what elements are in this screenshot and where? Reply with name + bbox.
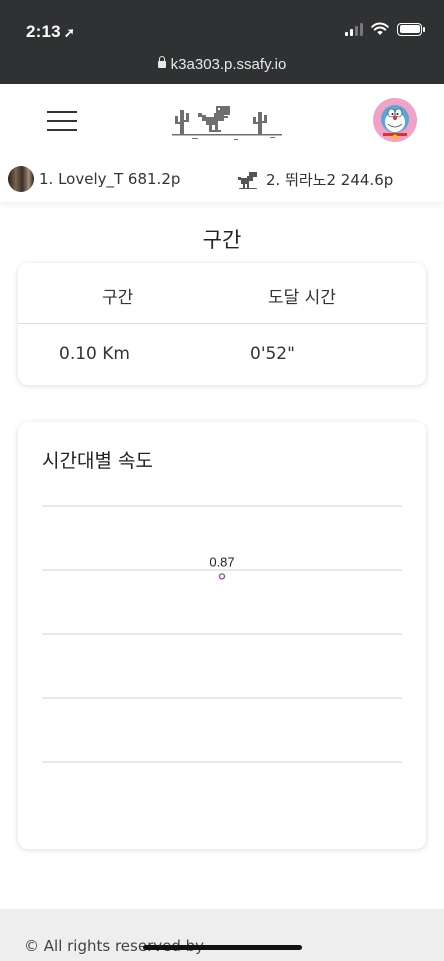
- lock-icon: [157, 56, 166, 68]
- rank-item-2[interactable]: 2. 뛰라노2 244.6p: [235, 166, 393, 192]
- location-arrow-icon: ➚: [63, 25, 75, 40]
- chart-title: 시간대별 속도: [42, 450, 153, 472]
- signal-icon: [345, 22, 363, 36]
- footer-copyright: © All rights reserved by: [24, 937, 205, 955]
- dino-cactus-logo[interactable]: [172, 100, 282, 144]
- chart-data-label: 0.87: [209, 554, 234, 569]
- footer: © All rights reserved by: [0, 909, 444, 961]
- battery-icon: [397, 22, 425, 36]
- split-table-card: 구간 도달 시간 0.10 Km 0'52": [18, 263, 426, 385]
- hamburger-icon[interactable]: [47, 111, 77, 131]
- split-distance-value: 0.10 Km: [59, 344, 130, 364]
- status-icons: [345, 22, 425, 36]
- url-text: k3a303.p.ssafy.io: [170, 56, 287, 73]
- clock-text: 2:13: [26, 22, 61, 41]
- avatar[interactable]: [373, 98, 417, 142]
- ranking-bar: 1. Lovely_T 681.2p 2. 뛰라노2 244.6p: [0, 166, 444, 194]
- rank-1-avatar: [8, 166, 34, 192]
- url-bar[interactable]: k3a303.p.ssafy.io: [0, 56, 444, 84]
- split-table-header: 구간 도달 시간: [18, 263, 426, 324]
- rank-item-1[interactable]: 1. Lovely_T 681.2p: [8, 166, 180, 192]
- app-header: 1. Lovely_T 681.2p 2. 뛰라노2 244.6p: [0, 84, 444, 202]
- rank-2-label: 2. 뛰라노2 244.6p: [266, 170, 394, 189]
- split-section-title: 구간: [202, 228, 242, 252]
- split-time-value: 0'52": [250, 344, 295, 364]
- speed-line-chart: 0.87: [42, 505, 402, 763]
- speed-chart-card: 시간대별 속도 0.87: [18, 422, 426, 849]
- column-header-time: 도달 시간: [268, 288, 336, 308]
- wifi-icon: [371, 22, 389, 35]
- chart-data-point[interactable]: [218, 573, 226, 580]
- status-bar: 2:13 ➚: [0, 0, 444, 56]
- column-header-distance: 구간: [102, 288, 134, 308]
- home-indicator[interactable]: [143, 945, 302, 950]
- status-time: 2:13 ➚: [26, 22, 75, 42]
- rank-2-dino-avatar: [235, 166, 261, 192]
- rank-1-label: 1. Lovely_T 681.2p: [39, 170, 181, 188]
